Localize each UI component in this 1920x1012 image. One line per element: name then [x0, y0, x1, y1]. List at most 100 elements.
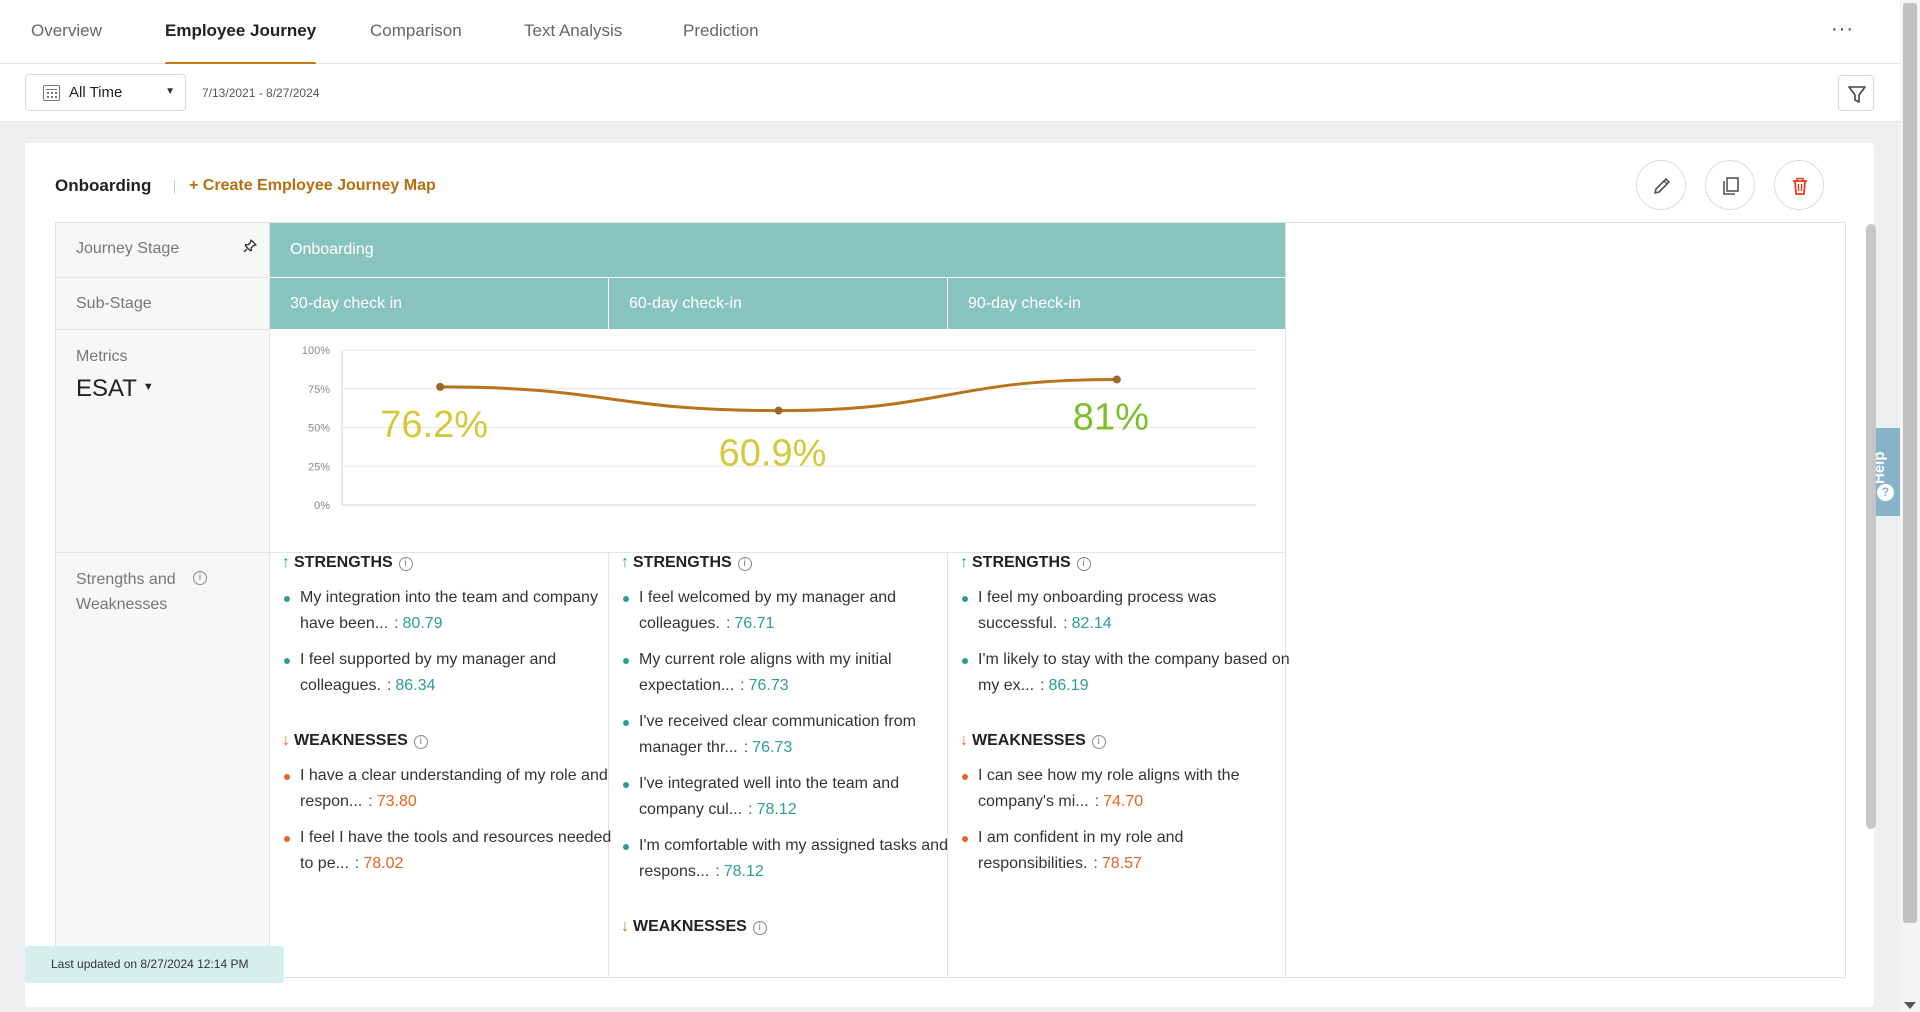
bullet-icon [962, 658, 968, 664]
section-title: STRENGTHS [294, 554, 393, 571]
info-icon[interactable]: i [752, 921, 767, 935]
info-icon[interactable]: i [737, 557, 752, 571]
info-icon[interactable]: i [1076, 557, 1091, 571]
weakness-item[interactable]: I feel I have the tools and resources ne… [282, 825, 620, 877]
tab-employee-journey[interactable]: Employee Journey [165, 0, 317, 65]
create-journey-map-link[interactable]: + Create Employee Journey Map [189, 177, 436, 194]
divider [608, 277, 609, 329]
section-title: WEAKNESSES [633, 918, 747, 935]
item-score: 78.12 [756, 801, 797, 818]
metric-select[interactable]: ESAT ▼ [76, 375, 154, 403]
item-score: 76.73 [748, 677, 789, 694]
info-icon[interactable]: i [398, 557, 413, 571]
strength-item[interactable]: I feel welcomed by my manager and collea… [621, 585, 959, 637]
card-title: Onboarding [55, 176, 152, 195]
filter-icon [1848, 86, 1866, 103]
separator: : [743, 739, 749, 756]
bullet-icon [623, 782, 629, 788]
separator: : [740, 677, 745, 694]
item-score: 74.70 [1103, 793, 1144, 810]
row-label-sub-stage: Sub-Stage [76, 295, 152, 312]
bullet-icon [623, 720, 629, 726]
delete-button[interactable] [1774, 160, 1824, 210]
bullet-icon [623, 658, 629, 664]
arrow-down-icon: ↓ [282, 732, 290, 749]
section-title: WEAKNESSES [972, 732, 1086, 749]
item-text: My current role aligns with my initial e… [639, 651, 892, 694]
section-title: WEAKNESSES [294, 732, 408, 749]
info-icon[interactable]: i [193, 571, 207, 585]
metric-select-value: ESAT [76, 375, 137, 402]
separator: : [1094, 793, 1100, 810]
date-range-select[interactable]: All Time ▼ [25, 74, 186, 111]
separator: : [725, 615, 731, 632]
section-title: STRENGTHS [972, 554, 1071, 571]
divider [608, 553, 609, 977]
weakness-item[interactable]: I can see how my role aligns with the co… [960, 763, 1298, 815]
trash-icon [1793, 177, 1807, 195]
bullet-icon [962, 596, 968, 602]
item-text: I can see how my role aligns with the co… [978, 767, 1240, 810]
more-options-icon[interactable]: ··· [1831, 18, 1854, 40]
strength-item[interactable]: I feel my onboarding process was success… [960, 585, 1298, 637]
item-text: I feel my onboarding process was success… [978, 589, 1217, 632]
item-text: I have a clear understanding of my role … [300, 767, 608, 810]
strength-item[interactable]: My integration into the team and company… [282, 585, 620, 637]
item-text: I've received clear communication from m… [639, 713, 916, 756]
divider [56, 552, 1286, 553]
bullet-icon [284, 596, 290, 602]
strength-item[interactable]: I'm comfortable with my assigned tasks a… [621, 833, 959, 885]
separator: : [368, 793, 373, 810]
strength-item[interactable]: I've received clear communication from m… [621, 709, 959, 761]
strength-item[interactable]: I'm likely to stay with the company base… [960, 647, 1298, 699]
arrow-up-icon: ↑ [960, 554, 968, 571]
divider [56, 277, 270, 278]
item-score: 80.79 [402, 615, 443, 632]
strength-item[interactable]: My current role aligns with my initial e… [621, 647, 959, 699]
page-scrollbar[interactable] [1900, 0, 1920, 1012]
bullet-icon [962, 774, 968, 780]
info-icon[interactable]: i [1091, 735, 1106, 749]
strength-item[interactable]: I feel supported by my manager and colle… [282, 647, 620, 699]
strength-item[interactable]: I've integrated well into the team and c… [621, 771, 959, 823]
item-text: I'm comfortable with my assigned tasks a… [639, 837, 948, 880]
row-label-column: Journey Stage Sub-Stage Metrics ESAT ▼ St… [56, 223, 270, 977]
copy-icon [1723, 177, 1739, 195]
separator: : [715, 863, 720, 880]
tab-text-analysis[interactable]: Text Analysis [524, 21, 623, 40]
pencil-icon [1654, 178, 1670, 194]
y-tick-label: 0% [314, 500, 330, 512]
duplicate-button[interactable] [1705, 160, 1755, 210]
divider [174, 180, 175, 194]
tab-prediction[interactable]: Prediction [683, 21, 759, 40]
filter-button[interactable] [1838, 75, 1874, 111]
item-text: My integration into the team and company… [300, 589, 598, 632]
stage-header: Onboarding [270, 223, 1285, 277]
edit-button[interactable] [1636, 160, 1686, 210]
top-nav: Overview Employee Journey Comparison Tex… [0, 0, 1900, 65]
item-score: 78.02 [363, 855, 404, 872]
item-score: 76.71 [734, 615, 775, 632]
tab-overview[interactable]: Overview [31, 21, 102, 40]
data-point [774, 406, 783, 415]
inner-scrollbar[interactable] [1866, 224, 1876, 829]
bullet-icon [623, 844, 629, 850]
data-label: 81% [1073, 396, 1149, 438]
scrollbar-thumb[interactable] [1903, 3, 1917, 923]
separator: : [354, 855, 360, 872]
separator: : [394, 615, 399, 632]
weakness-item[interactable]: I am confident in my role and responsibi… [960, 825, 1298, 877]
pin-icon[interactable] [242, 238, 258, 259]
tab-comparison[interactable]: Comparison [370, 21, 462, 40]
y-tick-label: 100% [302, 345, 330, 357]
strengths-weaknesses-column: ↑ STRENGTHS i I feel welcomed by my manager… [621, 553, 959, 949]
scroll-down-icon[interactable] [1904, 1002, 1916, 1009]
strengths-heading: ↑ STRENGTHS i [282, 553, 620, 573]
sub-stage-header: 90-day check-in [948, 278, 1285, 329]
arrow-up-icon: ↑ [621, 554, 629, 571]
esat-line-chart: 0% 25% 50% 75% 100% 76.2% 60.9% 81% [302, 345, 1256, 512]
item-score: 82.14 [1071, 615, 1112, 632]
y-tick-label: 25% [308, 461, 330, 473]
weakness-item[interactable]: I have a clear understanding of my role … [282, 763, 620, 815]
info-icon[interactable]: i [413, 735, 428, 749]
